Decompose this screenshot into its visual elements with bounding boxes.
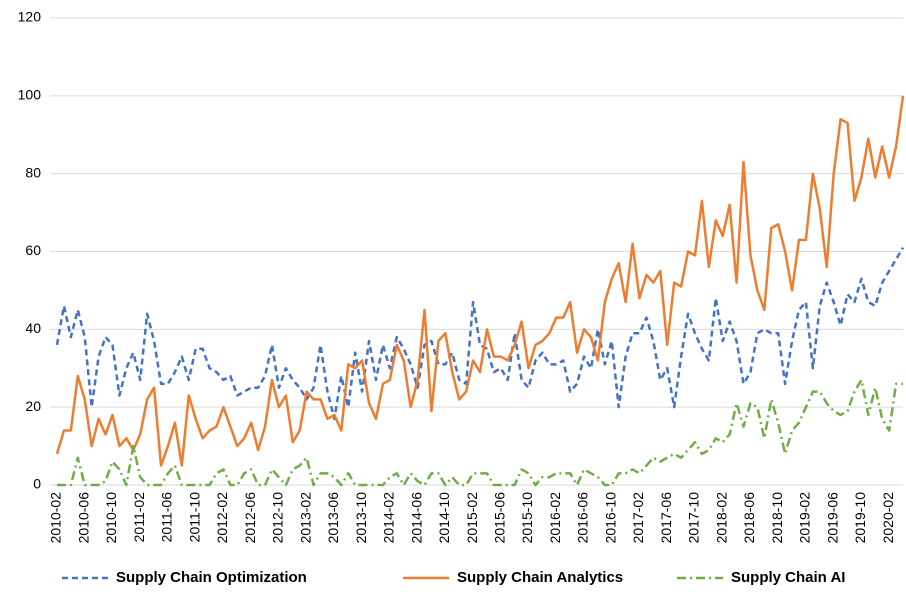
x-tick-label: 2016-10 [602, 492, 618, 544]
y-tick-label: 40 [25, 320, 41, 336]
x-tick-label: 2013-06 [325, 492, 341, 544]
x-tick-label: 2014-06 [408, 492, 424, 544]
x-tick-label: 2018-02 [713, 492, 729, 544]
x-tick-label: 2016-06 [575, 492, 591, 544]
y-tick-label: 20 [25, 398, 41, 414]
series-line [55, 95, 905, 467]
x-tick-label: 2018-06 [741, 492, 757, 544]
x-tick-label: 2017-02 [630, 492, 646, 544]
x-tick-label: 2017-06 [658, 492, 674, 544]
x-tick-label: 2017-10 [686, 492, 702, 544]
x-tick-label: 2012-10 [270, 492, 286, 544]
x-tick-label: 2012-02 [214, 492, 230, 544]
x-tick-label: 2011-06 [159, 492, 175, 543]
y-tick-label: 100 [18, 87, 42, 103]
x-tick-label: 2019-02 [797, 492, 813, 544]
legend-label: Supply Chain Optimization [116, 569, 307, 586]
x-tick-label: 2011-02 [131, 492, 147, 543]
legend-label: Supply Chain Analytics [457, 569, 623, 586]
x-tick-label: 2019-06 [824, 492, 840, 544]
x-tick-label: 2018-10 [769, 492, 785, 544]
x-tick-label: 2013-02 [297, 492, 313, 544]
x-tick-label: 2011-10 [186, 492, 202, 543]
y-tick-label: 120 [18, 9, 42, 25]
x-tick-label: 2014-10 [436, 492, 452, 544]
x-tick-label: 2013-10 [353, 492, 369, 544]
x-tick-label: 2010-02 [48, 492, 64, 544]
y-tick-label: 80 [25, 164, 41, 180]
x-tick-label: 2010-06 [75, 492, 91, 544]
x-tick-label: 2019-10 [852, 492, 868, 544]
x-tick-label: 2016-02 [547, 492, 563, 544]
legend-label: Supply Chain AI [731, 569, 845, 586]
x-tick-label: 2015-10 [519, 492, 535, 544]
x-tick-label: 2015-02 [464, 492, 480, 544]
x-tick-label: 2015-06 [492, 492, 508, 544]
series-line [55, 246, 905, 421]
x-tick-label: 2014-02 [381, 492, 397, 544]
x-tick-label: 2012-06 [242, 492, 258, 544]
x-tick-label: 2020-02 [880, 492, 896, 544]
y-tick-label: 0 [33, 476, 41, 492]
y-tick-label: 60 [25, 242, 41, 258]
x-tick-label: 2010-10 [103, 492, 119, 544]
